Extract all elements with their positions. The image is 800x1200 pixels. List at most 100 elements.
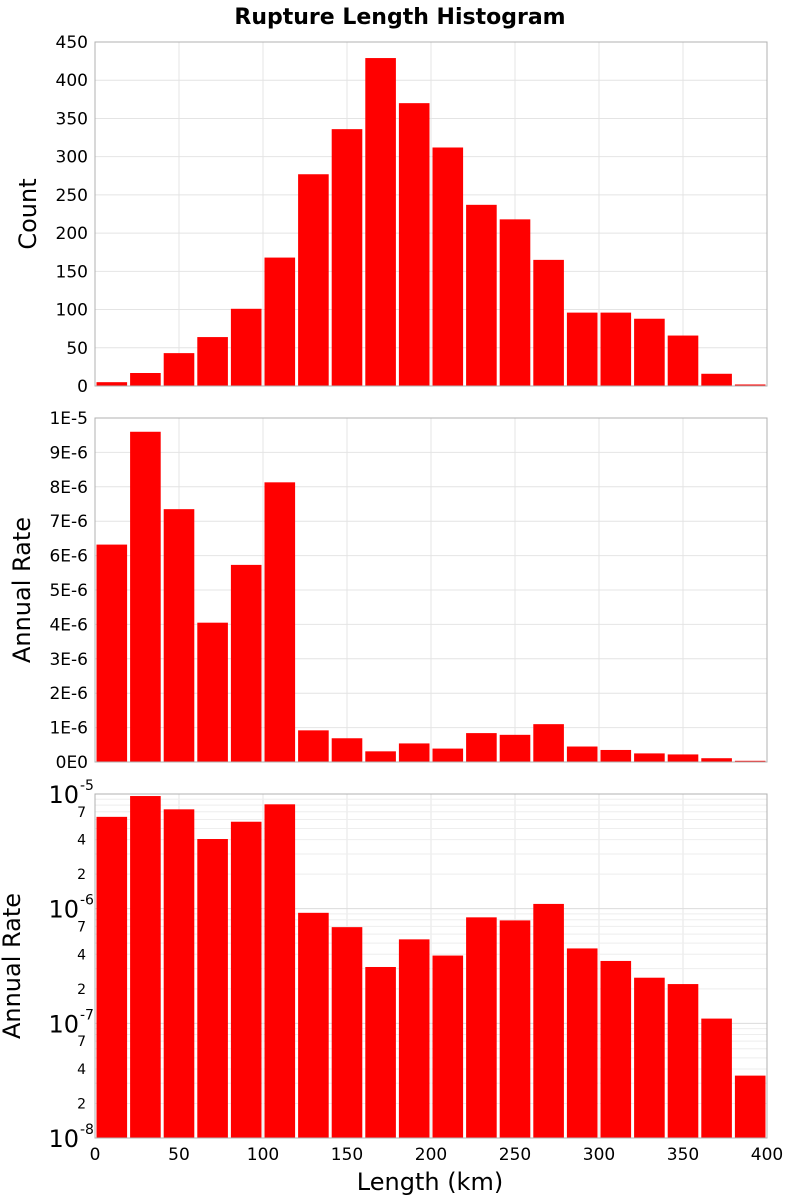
bar — [298, 912, 329, 1138]
y-tick-label: 7E-6 — [49, 512, 88, 532]
y-tick-label: 1E-6 — [49, 719, 88, 739]
panel-2: 0E0 1E-6 2E-6 3E-6 4E-6 5E-6 6E-6 7E-6 8E-6 9E-6 1… — [8, 409, 768, 773]
y-tick-label: 100 — [56, 301, 88, 321]
bar — [298, 174, 329, 386]
bar — [600, 749, 632, 762]
y-tick-exponent: -6 — [80, 893, 94, 909]
y-tick-label: 9E-6 — [49, 443, 88, 463]
y-tick-label: 250 — [56, 186, 88, 206]
bar — [398, 939, 430, 1138]
bar — [466, 204, 497, 386]
bar — [466, 733, 497, 762]
y-tick-label: 350 — [56, 109, 88, 129]
bar — [365, 58, 396, 386]
bar — [533, 724, 564, 762]
x-tick-label: 150 — [331, 1145, 363, 1165]
bar — [197, 337, 228, 386]
bar — [365, 966, 396, 1138]
bar — [566, 746, 598, 762]
bar — [163, 509, 195, 762]
bar — [432, 147, 464, 386]
bar — [667, 335, 699, 386]
x-tick-label: 200 — [415, 1145, 447, 1165]
bar — [466, 917, 497, 1138]
bar — [398, 743, 430, 762]
y-minor-tick-label: 7 — [77, 805, 86, 821]
y-minor-tick-label: 2 — [77, 867, 86, 883]
x-tick-label: 250 — [499, 1145, 531, 1165]
y-tick-label: 0 — [77, 377, 88, 397]
plot-frame — [94, 417, 768, 763]
y-minor-tick-label: 4 — [77, 947, 86, 963]
bar — [264, 482, 296, 762]
bar — [264, 804, 296, 1138]
y-tick-label: 10 — [48, 1125, 79, 1153]
bar — [96, 382, 128, 386]
y-tick-label: 8E-6 — [49, 478, 88, 498]
chart-title: Rupture Length Histogram — [234, 5, 565, 30]
bar — [96, 544, 128, 762]
y-tick-label: 400 — [56, 71, 88, 91]
bar — [230, 564, 262, 762]
bar — [499, 219, 531, 386]
y-tick-label: 1E-5 — [49, 409, 88, 429]
bar — [398, 103, 430, 387]
bar — [634, 318, 665, 386]
y-minor-tick-label: 4 — [77, 833, 86, 849]
plot-frame — [94, 41, 768, 387]
y-tick-exponent: -7 — [80, 1007, 94, 1023]
x-tick-label: 0 — [90, 1145, 101, 1165]
y-minor-tick-label: 7 — [77, 919, 86, 935]
y-tick-label: 6E-6 — [49, 547, 88, 567]
y-tick-label: 3E-6 — [49, 650, 88, 670]
bar — [533, 903, 564, 1138]
x-tick-label: 350 — [667, 1145, 699, 1165]
bar — [499, 734, 531, 762]
plot-frame — [94, 793, 768, 1139]
y-axis-label: Annual Rate — [0, 893, 26, 1039]
bar — [432, 955, 464, 1138]
bar — [197, 622, 228, 762]
x-tick-label: 400 — [751, 1145, 783, 1165]
bar — [734, 760, 766, 762]
y-tick-label: 10 — [48, 781, 79, 809]
panel-1: 0 50 100 150 200 250 300 350 400 450 Count — [14, 33, 768, 397]
y-tick-label: 5E-6 — [49, 581, 88, 601]
bar — [163, 353, 195, 386]
x-tick-label: 100 — [247, 1145, 279, 1165]
bar — [96, 816, 128, 1138]
bar — [130, 796, 161, 1138]
y-minor-tick-label: 7 — [77, 1034, 86, 1050]
y-tick-label: 450 — [56, 33, 88, 53]
y-minor-tick-label: 2 — [77, 1096, 86, 1112]
y-minor-tick-label: 4 — [77, 1062, 86, 1078]
bar — [600, 312, 632, 386]
y-axis-label: Annual Rate — [8, 517, 36, 663]
bar — [365, 751, 396, 762]
bar — [432, 748, 464, 762]
bar — [634, 977, 665, 1138]
x-axis-label: Length (km) — [357, 1168, 503, 1196]
bar — [331, 129, 363, 386]
bar — [667, 984, 699, 1138]
bar — [701, 373, 732, 386]
y-tick-label: 150 — [56, 262, 88, 282]
y-tick-label: 4E-6 — [49, 615, 88, 635]
y-minor-tick-label: 2 — [77, 982, 86, 998]
bar — [600, 960, 632, 1138]
x-tick-label: 50 — [168, 1145, 190, 1165]
bar — [130, 431, 161, 762]
bar — [734, 384, 766, 386]
y-tick-label: 200 — [56, 224, 88, 244]
bar — [230, 308, 262, 386]
y-tick-label: 10 — [48, 1010, 79, 1038]
bar — [701, 758, 732, 762]
bar — [566, 312, 598, 386]
y-tick-exponent: -8 — [80, 1122, 94, 1138]
bar — [533, 259, 564, 386]
x-tick-label: 300 — [583, 1145, 615, 1165]
y-tick-exponent: -5 — [80, 778, 94, 794]
bar — [566, 948, 598, 1138]
